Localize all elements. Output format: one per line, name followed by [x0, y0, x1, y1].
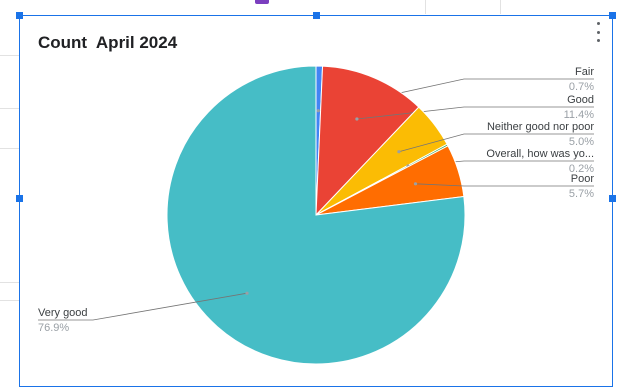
- resize-handle-top-left[interactable]: [16, 12, 23, 19]
- slice-label-overall-how-was-yo: Overall, how was yo...: [486, 148, 594, 160]
- pie-chart: Fair 0.7%Good 11.4%Neither good nor poor 5.…: [38, 65, 595, 365]
- column-header-fragment: [255, 0, 269, 4]
- gridline: [0, 55, 22, 56]
- gridline: [0, 282, 22, 283]
- slice-percent-poor: 5.7%: [569, 188, 594, 200]
- slice-percent-very-good: 76.9%: [38, 322, 69, 334]
- gridline: [425, 0, 426, 14]
- resize-handle-right[interactable]: [609, 195, 616, 202]
- chart-title: Count April 2024: [38, 33, 178, 52]
- gridline: [500, 0, 501, 14]
- resize-handle-left[interactable]: [16, 195, 23, 202]
- leader-dot: [355, 117, 359, 121]
- leader-line: [356, 106, 594, 120]
- slice-percent-fair: 0.7%: [569, 81, 594, 93]
- gridline: [0, 108, 22, 109]
- leader-dot: [316, 109, 320, 113]
- pie-slice-very-good[interactable]: [166, 65, 466, 365]
- gridline: [0, 148, 22, 149]
- pie-slice-good[interactable]: [315, 65, 420, 217]
- resize-handle-top[interactable]: [313, 12, 320, 19]
- slice-label-fair: Fair: [575, 66, 594, 78]
- leader-dot: [245, 291, 249, 295]
- slice-label-good: Good: [567, 94, 594, 106]
- leader-dot: [413, 182, 418, 186]
- slice-label-neither-good-nor-poor: Neither good nor poor: [487, 121, 594, 133]
- leader-line: [38, 292, 248, 321]
- slice-percent-neither-good-nor-poor: 5.0%: [569, 136, 594, 148]
- leader-line: [398, 133, 594, 153]
- slice-label-poor: Poor: [571, 173, 595, 185]
- slice-label-very-good: Very good: [38, 307, 88, 319]
- slice-percent-good: 11.4%: [564, 109, 595, 121]
- gridline: [0, 300, 22, 301]
- slice-percent-overall-how-was-yo: 0.2%: [569, 163, 594, 175]
- more-vert-icon[interactable]: [594, 22, 602, 42]
- resize-handle-top-right[interactable]: [609, 12, 616, 19]
- leader-dot: [397, 150, 401, 154]
- leader-line: [415, 183, 594, 187]
